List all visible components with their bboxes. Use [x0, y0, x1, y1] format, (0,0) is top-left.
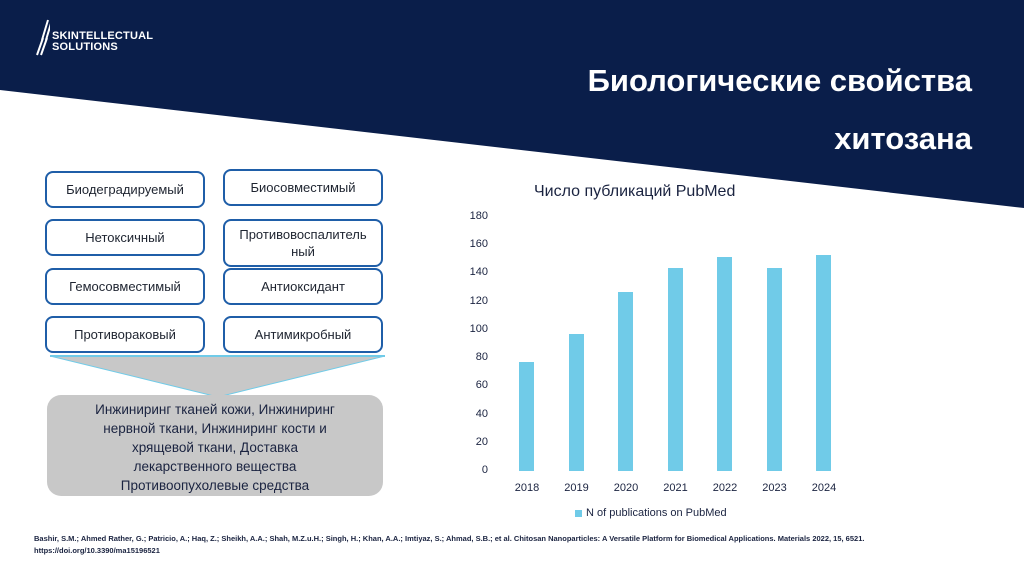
reference-link: https://doi.org/10.3390/ma15196521: [34, 546, 160, 555]
reference-citation: Bashir, S.M.; Ahmed Rather, G.; Patricio…: [34, 533, 994, 557]
property-box: Антимикробный: [223, 316, 383, 353]
applications-line: лекарственного вещества: [133, 459, 297, 474]
y-tick-label: 140: [469, 266, 488, 279]
chart-title: Число публикаций PubMed: [534, 183, 736, 200]
property-box: Гемосовместимый: [45, 268, 205, 305]
bar: [568, 334, 584, 471]
y-tick-label: 60: [475, 379, 488, 392]
y-tick-label: 40: [475, 407, 488, 420]
y-tick-label: 0: [481, 464, 488, 476]
property-label: Противовоспалитель ный: [239, 227, 367, 259]
y-tick-label: 160: [469, 238, 488, 251]
bar: [766, 267, 782, 471]
logo-line-2: SOLUTIONS: [52, 41, 118, 53]
x-tick-label: 2020: [613, 482, 639, 494]
y-tick-label: 100: [469, 322, 488, 335]
x-tick-label: 2021: [663, 482, 688, 494]
y-tick-label: 180: [469, 210, 488, 222]
bar: [618, 291, 633, 471]
bar: [667, 267, 683, 471]
property-box: Противовоспалитель ный: [223, 219, 383, 267]
company-logo: SKINTELLECTUAL SOLUTIONS: [36, 18, 153, 56]
y-tick-label: 80: [475, 351, 488, 364]
legend-label: N of publications on PubMed: [586, 507, 727, 519]
property-label: Биосовместимый: [250, 180, 356, 195]
applications-line: хрящевой ткани, Доставка: [131, 440, 299, 455]
title-line-1: Биологические свойства: [587, 63, 972, 98]
reference-line-1: Bashir, S.M.; Ahmed Rather, G.; Patricio…: [34, 534, 865, 543]
bar: [519, 362, 534, 471]
property-label: Антиоксидант: [261, 279, 345, 294]
x-tick-label: 2023: [762, 482, 787, 494]
applications-line: нервной ткани, Инжиниринг кости и: [103, 421, 327, 436]
legend-swatch-icon: [575, 509, 582, 517]
bar: [816, 255, 831, 471]
y-tick-label: 20: [475, 435, 488, 448]
x-tick-label: 2018: [514, 482, 540, 494]
page-title: Биологические свойства хитозана: [588, 52, 972, 168]
logo-line-1: SKINTELLECTUAL: [52, 30, 154, 42]
applications-box: Инжиниринг тканей кожи, Инжиниринг нервн…: [47, 395, 383, 496]
x-tick-label: 2024: [811, 482, 837, 494]
funnel-arrow: [50, 355, 385, 397]
title-line-2: хитозана: [834, 121, 972, 156]
y-tick-label: 120: [469, 294, 488, 307]
property-box: Нетоксичный: [45, 219, 205, 256]
property-box: Биосовместимый: [223, 169, 383, 206]
property-box: Биодеградируемый: [45, 171, 205, 208]
property-box: Противораковый: [45, 316, 205, 353]
property-box: Антиоксидант: [223, 268, 383, 305]
applications-line: Противоопухолевые средства: [120, 478, 310, 493]
property-label: Нетоксичный: [85, 230, 165, 245]
x-tick-label: 2022: [712, 482, 738, 494]
applications-line: Инжиниринг тканей кожи, Инжиниринг: [95, 402, 335, 417]
x-tick-label: 2019: [564, 482, 589, 494]
property-label: Противораковый: [74, 327, 176, 342]
property-label: Гемосовместимый: [69, 279, 181, 294]
property-label: Биодеградируемый: [66, 182, 184, 197]
bar: [717, 256, 732, 471]
logo-slash-icon: [36, 19, 50, 56]
property-label: Антимикробный: [254, 327, 352, 342]
chart-legend: N of publications on PubMed: [575, 507, 727, 519]
